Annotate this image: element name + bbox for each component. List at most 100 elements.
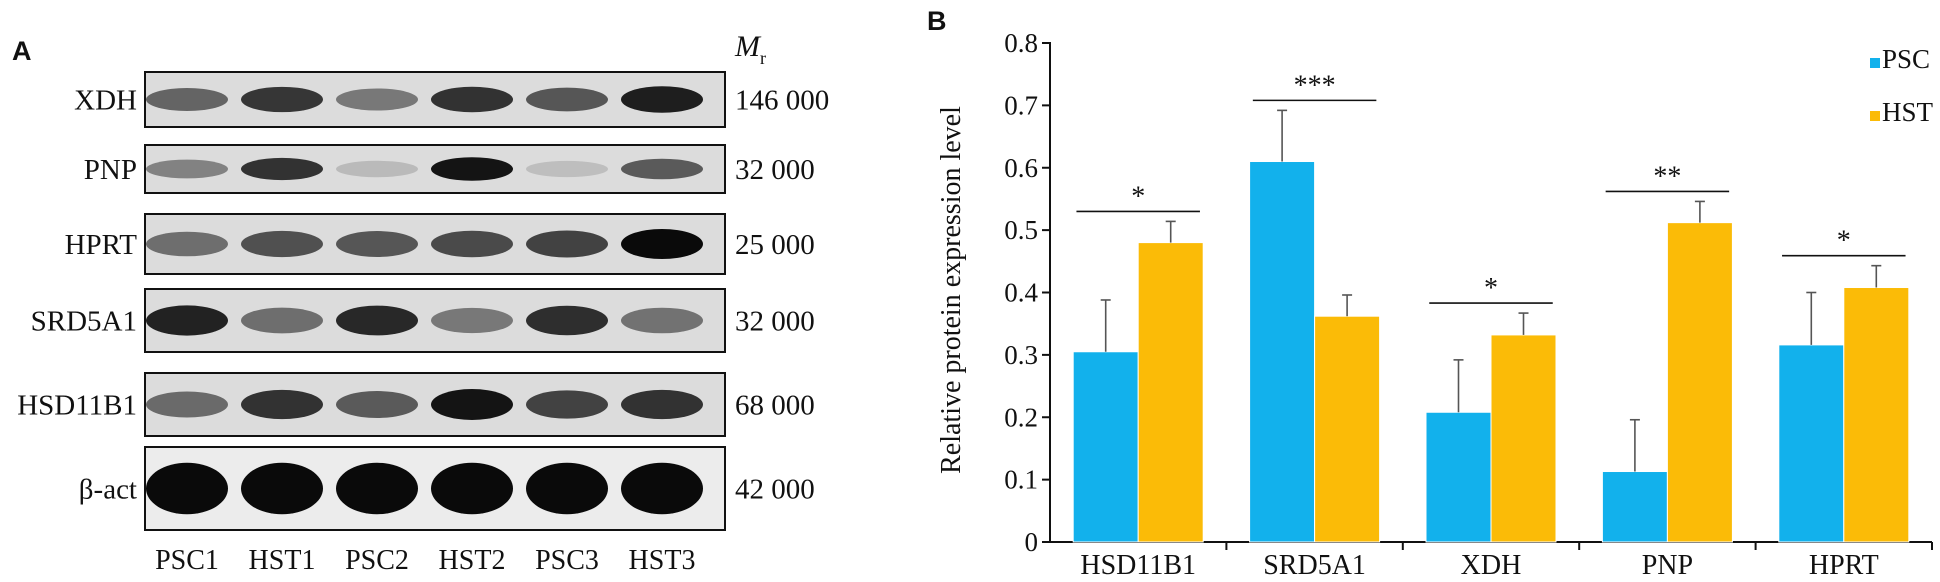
blot-row: SRD5A1 32 000: [31, 288, 815, 353]
protein-band: [526, 390, 608, 419]
blot-row: PNP 32 000: [84, 144, 815, 194]
legend-label: HST: [1882, 97, 1934, 127]
protein-label: HPRT: [65, 229, 138, 261]
lane-label: HST1: [249, 545, 316, 576]
protein-band: [526, 462, 608, 515]
y-tick-label: 0.1: [1004, 465, 1038, 495]
significance-label: **: [1653, 161, 1681, 192]
y-tick-label: 0.4: [1004, 278, 1038, 308]
protein-band: [621, 158, 703, 180]
protein-band: [621, 229, 703, 259]
protein-band: [146, 231, 228, 257]
western-blot-panel: Mr XDH 146 000 PNP 32 000 HPRT 25 000 SRD5A1 32…: [17, 30, 829, 576]
protein-label: β-act: [79, 474, 137, 506]
protein-band: [241, 86, 323, 113]
protein-band: [431, 389, 513, 420]
protein-band: [431, 307, 513, 334]
bar-hst: [1137, 242, 1204, 543]
protein-band: [241, 389, 323, 420]
blot-row: XDH 146 000: [74, 71, 829, 128]
blot-row: β-act 42 000: [79, 446, 815, 531]
lane-label: PSC2: [345, 545, 409, 576]
significance-label: *: [1484, 273, 1498, 304]
x-tick-label: HPRT: [1809, 550, 1879, 581]
bar-hst: [1666, 222, 1733, 543]
legend-swatch: [1870, 58, 1880, 68]
protein-label: HSD11B1: [17, 390, 137, 422]
protein-band: [336, 231, 418, 257]
protein-band: [621, 307, 703, 334]
mr-value: 68 000: [735, 390, 815, 422]
bar-hst: [1490, 334, 1557, 543]
lane-label: PSC1: [155, 545, 219, 576]
protein-band: [146, 159, 228, 179]
protein-band: [621, 389, 703, 420]
bar-hst: [1843, 287, 1910, 543]
bar-chart: Relative protein expression level 0 0.1 0.…: [936, 28, 1934, 581]
lane-labels: PSC1 HST1 PSC2 HST2 PSC3 HST3: [155, 545, 695, 576]
protein-band: [336, 305, 418, 336]
mr-value: 146 000: [735, 85, 829, 117]
mr-value: 25 000: [735, 229, 815, 261]
mr-header-sub: r: [760, 48, 766, 68]
y-tick-label: 0.5: [1004, 215, 1038, 245]
legend-label: PSC: [1882, 44, 1930, 74]
blot-rows: XDH 146 000 PNP 32 000 HPRT 25 000 SRD5A1 32 00…: [17, 71, 829, 531]
lane-label: PSC3: [535, 545, 599, 576]
panel-b-label: B: [927, 6, 947, 36]
significance-label: ***: [1294, 70, 1336, 101]
protein-band: [431, 86, 513, 113]
lane-label: HST3: [629, 545, 696, 576]
x-tick-label: PNP: [1642, 550, 1693, 581]
y-tick-label: 0.2: [1004, 402, 1038, 432]
y-tick-label: 0.6: [1004, 153, 1038, 183]
protein-band: [336, 391, 418, 418]
protein-band: [241, 157, 323, 181]
legend-swatch: [1870, 111, 1880, 121]
bar-hst: [1314, 315, 1381, 543]
blot-row: HPRT 25 000: [65, 213, 815, 275]
significance-label: *: [1131, 181, 1145, 212]
bar-psc: [1425, 411, 1492, 543]
protein-label: SRD5A1: [31, 306, 137, 338]
protein-band: [146, 391, 228, 418]
y-tick-label: 0.8: [1004, 28, 1038, 58]
significance-label: *: [1837, 226, 1851, 257]
protein-band: [431, 157, 513, 181]
protein-band: [621, 462, 703, 515]
bar-psc: [1778, 344, 1845, 543]
protein-band: [526, 160, 608, 178]
mr-header: Mr: [734, 30, 766, 68]
x-tick-label: XDH: [1461, 550, 1522, 581]
panel-a-label: A: [12, 36, 32, 66]
mr-value: 42 000: [735, 474, 815, 506]
y-tick-label: 0.7: [1004, 90, 1038, 120]
protein-band: [526, 87, 608, 112]
protein-band: [336, 160, 418, 178]
x-tick-label: HSD11B1: [1080, 550, 1196, 581]
y-tick-label: 0.3: [1004, 340, 1038, 370]
protein-band: [146, 462, 228, 515]
legend: PSC HST: [1870, 44, 1934, 127]
x-tick-label: SRD5A1: [1263, 550, 1366, 581]
protein-band: [526, 305, 608, 336]
protein-band: [241, 307, 323, 334]
protein-label: XDH: [74, 85, 137, 117]
mr-value: 32 000: [735, 306, 815, 338]
bar-psc: [1601, 471, 1668, 543]
mr-value: 32 000: [735, 154, 815, 186]
y-axis-label: Relative protein expression level: [936, 106, 967, 474]
bar-psc: [1249, 161, 1316, 543]
protein-band: [336, 462, 418, 515]
protein-band: [431, 230, 513, 258]
protein-band: [621, 86, 703, 113]
protein-band: [241, 230, 323, 258]
bar-psc: [1072, 351, 1139, 543]
protein-band: [146, 305, 228, 336]
blot-row: HSD11B1 68 000: [17, 372, 815, 437]
protein-band: [526, 230, 608, 258]
protein-band: [146, 87, 228, 112]
protein-label: PNP: [84, 154, 137, 186]
lane-label: HST2: [439, 545, 506, 576]
